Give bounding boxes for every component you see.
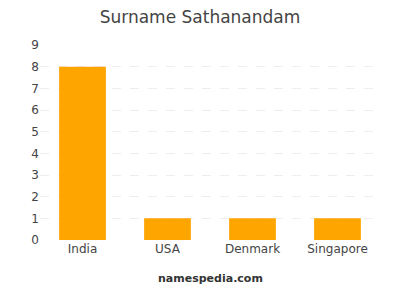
svg-text:8: 8 [31, 60, 39, 74]
svg-text:namespedia.com: namespedia.com [158, 272, 263, 285]
svg-text:7: 7 [31, 82, 39, 96]
svg-text:USA: USA [155, 242, 181, 256]
svg-text:9: 9 [31, 38, 39, 52]
svg-text:0: 0 [31, 233, 39, 247]
svg-text:6: 6 [31, 103, 39, 117]
svg-text:4: 4 [31, 147, 39, 161]
svg-text:Surname Sathanandam: Surname Sathanandam [100, 7, 301, 27]
svg-text:India: India [68, 242, 97, 256]
svg-text:Denmark: Denmark [225, 242, 280, 256]
svg-text:1: 1 [31, 212, 39, 226]
svg-text:5: 5 [31, 125, 39, 139]
svg-text:Singapore: Singapore [307, 242, 368, 256]
svg-text:3: 3 [31, 168, 39, 182]
svg-text:2: 2 [31, 190, 39, 204]
